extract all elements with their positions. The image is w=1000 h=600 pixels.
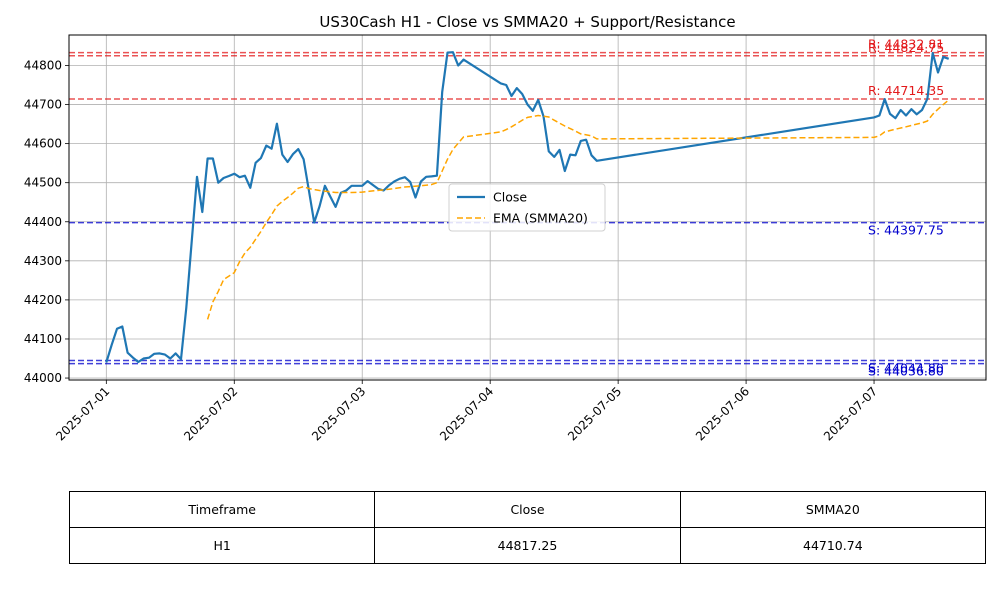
table-header-cell: Close [374,491,681,528]
x-tick-label: 2025-07-05 [565,384,624,443]
plot-area [68,34,987,381]
table-header-cell: SMMA20 [679,491,987,528]
table-row: H1 44817.25 44710.74 [68,527,987,564]
table-cell: 44817.25 [374,527,681,564]
table-header-row: Timeframe Close SMMA20 [68,491,987,528]
y-tick-label: 44400 [24,215,62,229]
table-cell: 44710.74 [679,527,987,564]
series-line-close [105,51,950,364]
y-tick-label: 44600 [24,137,62,151]
x-tick-label: 2025-07-03 [309,384,368,443]
support-label: S: 44044.80 [868,361,944,376]
grid [69,35,986,380]
series [105,51,950,364]
axis-ticks: 2025-07-01 2025-07-02 2025-07-03 2025-07-04… [24,58,880,443]
legend: Close EMA (SMMA20) [448,183,606,232]
legend-label: Close [493,190,527,205]
level-labels: R: 44832.81R: 44824.75 R: 44714.35 S: 4439… [868,37,944,379]
y-tick-label: 44200 [24,293,62,307]
x-tick-label: 2025-07-02 [181,384,240,443]
summary-table: Timeframe Close SMMA20 H1 44817.25 44710… [68,491,987,564]
x-tick-label: 2025-07-04 [437,384,496,443]
legend-label: EMA (SMMA20) [493,211,588,226]
y-tick-label: 44000 [24,371,62,385]
y-tick-label: 44100 [24,332,62,346]
legend-box [448,183,606,232]
support-label: S: 44036.80 [868,364,944,379]
chart-title: US30Cash H1 - Close vs SMMA20 + Support/… [319,13,735,31]
resistance-label: R: 44824.75 [868,40,944,55]
x-tick-label: 2025-07-01 [53,384,112,443]
x-tick-label: 2025-07-06 [693,384,752,443]
y-tick-label: 44500 [24,176,62,190]
x-tick-label: 2025-07-07 [821,384,880,443]
resistance-label: R: 44832.81 [868,37,944,52]
y-tick-label: 44300 [24,254,62,268]
support-label: S: 44397.75 [868,223,944,238]
series-line-smma20 [206,99,950,320]
table-header-cell: Timeframe [68,491,376,528]
table-cell: H1 [68,527,376,564]
resistance-label: R: 44714.35 [868,83,944,98]
y-tick-label: 44800 [24,58,62,72]
y-tick-label: 44700 [24,98,62,112]
